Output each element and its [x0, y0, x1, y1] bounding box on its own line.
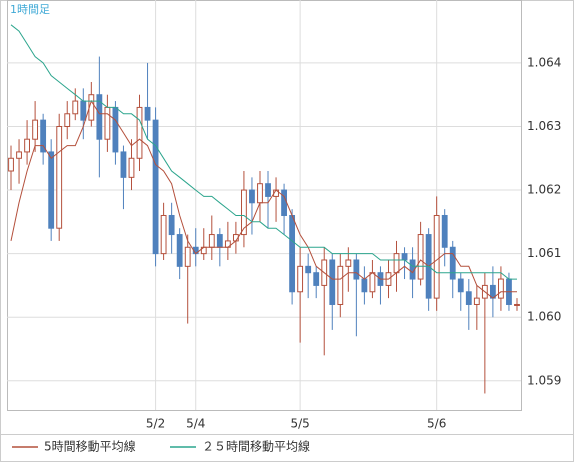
candle-body	[152, 119, 159, 255]
candle-body	[337, 265, 344, 305]
chart-title: 1時間足	[10, 3, 50, 16]
candle-body	[393, 253, 400, 274]
x-tick-label: 5/6	[427, 417, 446, 431]
candle-body	[120, 151, 127, 178]
ma-line	[10, 24, 517, 280]
candle-body	[128, 157, 135, 178]
candle-body	[465, 291, 472, 305]
candle-body	[80, 100, 87, 121]
candle-body	[56, 125, 63, 229]
y-tick-label: 1.061	[527, 246, 561, 260]
candle-body	[417, 234, 424, 280]
candle-body	[136, 106, 143, 159]
candle-body	[176, 234, 183, 267]
candle-body	[361, 278, 368, 293]
x-tick-label: 5/2	[146, 417, 165, 431]
y-tick-label: 1.060	[527, 310, 561, 324]
candle-body	[473, 297, 480, 305]
candle-body	[297, 265, 304, 293]
candle-body	[168, 214, 175, 236]
legend-label: ２５時間移動平均線	[202, 439, 310, 454]
candle-body	[112, 106, 119, 153]
candle-body	[104, 106, 111, 140]
candle-body	[433, 214, 440, 299]
y-tick-label: 1.064	[527, 55, 561, 69]
candle-body	[514, 303, 520, 306]
candle-body	[313, 272, 320, 286]
candle-body	[289, 214, 296, 293]
candle-body	[457, 278, 464, 293]
candle-body	[184, 246, 191, 267]
candle-body	[48, 151, 55, 229]
candle-body	[305, 265, 312, 274]
y-tick-label: 1.059	[527, 373, 561, 387]
x-tick-label: 5/4	[186, 417, 205, 431]
candle-body	[32, 119, 39, 140]
candle-body	[353, 259, 360, 280]
candle-body	[401, 253, 408, 261]
candle-body	[498, 278, 504, 299]
candle-body	[329, 259, 336, 305]
candle-body	[265, 183, 271, 197]
candle-body	[281, 189, 287, 216]
candle-body	[369, 272, 376, 293]
candle-body	[144, 106, 151, 121]
candle-body	[24, 138, 30, 153]
candle-body	[64, 113, 71, 127]
candle-body	[160, 214, 167, 255]
ma-line	[10, 99, 517, 299]
candle-body	[345, 259, 352, 267]
candle-body	[241, 189, 247, 236]
y-tick-label: 1.062	[527, 183, 561, 197]
candle-body	[40, 119, 47, 153]
candle-body	[72, 100, 79, 115]
candle-body	[257, 183, 263, 204]
legend-label: 5時間移動平均線	[44, 439, 136, 454]
candle-body	[449, 246, 456, 280]
x-tick-label: 5/5	[290, 417, 309, 431]
candle-body	[8, 157, 14, 172]
candle-body	[16, 151, 22, 159]
plot-area	[7, 0, 522, 411]
candle-body	[216, 234, 223, 248]
candle-body	[441, 214, 448, 248]
candle-body	[208, 234, 215, 248]
candle-body	[96, 94, 103, 140]
y-tick-label: 1.063	[527, 119, 561, 133]
candle-body	[249, 189, 255, 204]
